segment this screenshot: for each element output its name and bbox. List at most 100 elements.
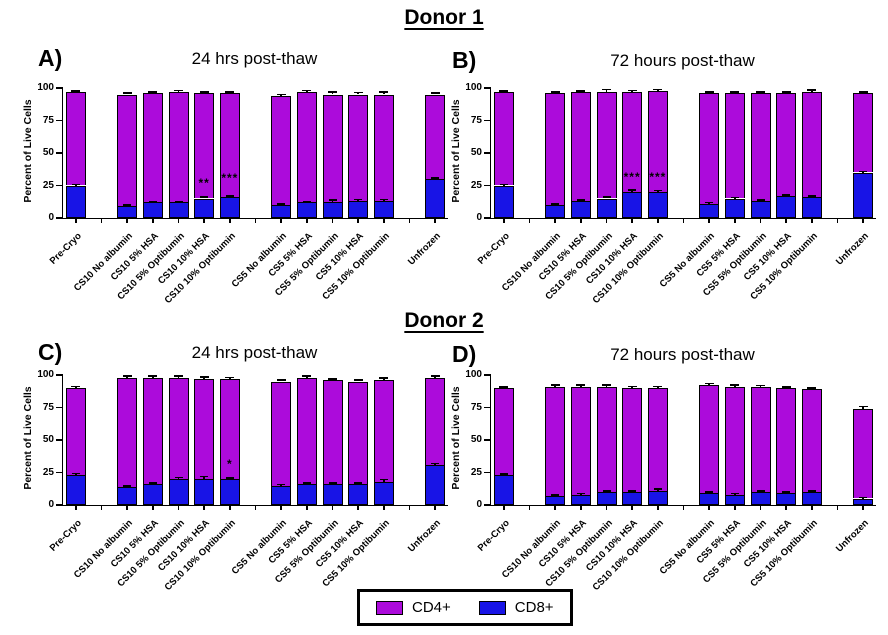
bar-cd8-segment [493, 185, 514, 218]
error-bar-cd8-cap [628, 490, 637, 492]
error-bar-cd8-cap [200, 196, 209, 198]
error-bar-total-cap [276, 93, 286, 96]
error-bar-total [657, 386, 659, 388]
error-bar-total [554, 385, 556, 387]
x-axis-label: Pre-Cryo [47, 230, 84, 267]
error-bar-total-cap [499, 386, 509, 388]
donor-1-title: Donor 1 [404, 6, 484, 29]
plot-area-C: 0 25 50 75 100 Pre-Cryo CS10 No albumin CS10 5%… [37, 369, 448, 593]
error-bar-cd8-cap [499, 183, 508, 186]
error-bar-total [126, 93, 128, 95]
bar-cd8-segment [65, 475, 86, 505]
error-bar-cd8-cap [705, 491, 714, 494]
x-tick [100, 505, 103, 510]
x-tick [579, 218, 582, 223]
x-tick [759, 505, 762, 510]
error-bar-total-cap [858, 405, 868, 408]
x-tick [305, 505, 308, 510]
error-bar-cd8-cap [705, 201, 714, 204]
bar-cd8-segment [219, 197, 240, 218]
bar-cd4-segment [801, 91, 822, 198]
y-tick-label-50: 50 [42, 147, 54, 158]
y-tick-25 [484, 471, 491, 474]
bar-cd4-segment [570, 386, 591, 495]
x-tick [382, 505, 385, 510]
x-tick [357, 505, 360, 510]
legend: CD4+ CD8+ [357, 589, 573, 626]
error-bar-total [605, 89, 608, 92]
y-tick-label-0: 0 [476, 212, 482, 223]
bar-cd8-segment [271, 205, 292, 218]
error-bar-cd8-cap [756, 490, 765, 492]
bar-cd8-segment [750, 492, 771, 505]
x-axis-label: Unfrozen [406, 517, 444, 555]
error-bar-cd8-cap [730, 196, 739, 199]
bar-cd8-segment [570, 201, 591, 218]
plot-area-D: 0 25 50 75 100 Pre-Cryo CS10 No albumin CS10 5%… [465, 369, 876, 593]
error-bar-cd8-cap [148, 200, 157, 203]
bar-cd4-segment [425, 377, 446, 465]
error-bar-total [811, 388, 813, 390]
error-bar-total-cap [225, 376, 235, 379]
bar-cd8-segment [271, 485, 292, 505]
bar-cd8-segment [194, 479, 215, 505]
bar-cd4-segment [348, 94, 369, 202]
panel-letter-A: A) [38, 45, 63, 71]
error-bar-total [203, 92, 205, 94]
bar-cd8-segment [699, 203, 720, 218]
error-bar-cd8 [357, 200, 359, 202]
error-bar-total-cap [379, 377, 389, 380]
bar-cd4-segment [168, 91, 189, 203]
bar-cd8-segment [596, 492, 617, 505]
y-tick-label-50: 50 [470, 434, 482, 445]
x-tick [733, 505, 736, 510]
y-tick-label-25: 25 [470, 466, 482, 478]
error-bar-total [811, 90, 813, 92]
error-bar-total-cap [379, 90, 389, 93]
error-bar-total-cap [756, 384, 765, 387]
error-bar-total-cap [730, 91, 740, 93]
error-bar-cd8 [203, 197, 205, 199]
error-bar-total-cap [199, 376, 209, 378]
error-bar-cd8-cap [499, 473, 508, 475]
x-tick [605, 218, 608, 223]
error-bar-cd8-cap [859, 170, 868, 173]
error-bar-total [177, 90, 180, 92]
legend-item-cd4: CD4+ [376, 599, 451, 616]
x-tick [862, 218, 865, 223]
bar-cd4-segment [271, 381, 292, 486]
bar-cd4-segment [296, 377, 317, 485]
bar-cd4-segment [699, 385, 720, 494]
error-bar-total-cap [71, 385, 81, 388]
bar-cd4-segment [622, 388, 643, 492]
bar-cd4-segment [801, 389, 822, 492]
bar-cd4-segment [776, 388, 797, 494]
y-tick-label-75: 75 [470, 114, 482, 126]
error-bar-cd8-cap [225, 194, 234, 197]
error-bar-cd8 [811, 196, 813, 198]
y-tick-label-25: 25 [470, 179, 482, 191]
x-tick [682, 505, 685, 510]
bar-cd4-segment [750, 386, 771, 492]
x-tick [605, 505, 608, 510]
error-bar-cd8-cap [123, 204, 132, 207]
bar-cd4-segment [699, 93, 720, 204]
panel-letter-C: C) [38, 339, 63, 365]
x-tick [502, 505, 505, 510]
x-tick [228, 505, 231, 510]
bar-cd4-segment [853, 408, 874, 499]
error-bar-cd8-cap [782, 194, 791, 196]
bar-cd4-segment [168, 377, 189, 479]
bar-cd4-segment [65, 91, 86, 186]
error-bar-total-cap [122, 92, 132, 94]
x-tick [74, 218, 77, 223]
bar-cd4-segment [142, 377, 163, 485]
panel-title-A: 24 hrs post-thaw [191, 49, 318, 68]
bar-cd4-segment [853, 93, 874, 173]
error-bar-cd8-cap [174, 476, 183, 479]
bar-cd4-segment [194, 93, 215, 199]
x-tick [785, 218, 788, 223]
bar-cd8-segment [699, 493, 720, 505]
error-bar-total-cap [807, 89, 817, 91]
y-tick-75 [484, 119, 491, 122]
